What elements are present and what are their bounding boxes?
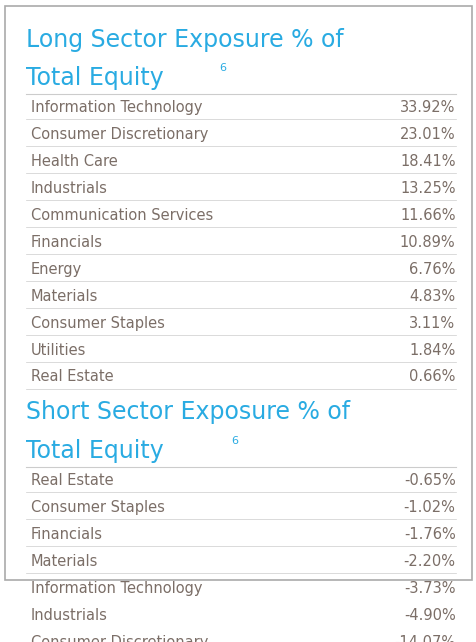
Text: Consumer Staples: Consumer Staples xyxy=(31,316,165,331)
Text: Industrials: Industrials xyxy=(31,608,108,623)
Text: Information Technology: Information Technology xyxy=(31,581,202,596)
Text: Total Equity: Total Equity xyxy=(26,439,164,463)
Text: Health Care: Health Care xyxy=(31,154,118,169)
Text: -3.73%: -3.73% xyxy=(403,581,455,596)
Text: 6: 6 xyxy=(219,63,226,73)
Text: 6: 6 xyxy=(231,435,238,446)
Text: Financials: Financials xyxy=(31,527,103,542)
Text: Energy: Energy xyxy=(31,262,82,277)
Text: Consumer Discretionary: Consumer Discretionary xyxy=(31,127,208,142)
Text: Consumer Staples: Consumer Staples xyxy=(31,500,165,515)
Text: Information Technology: Information Technology xyxy=(31,100,202,115)
Text: Real Estate: Real Estate xyxy=(31,473,113,488)
Text: Short Sector Exposure % of: Short Sector Exposure % of xyxy=(26,401,350,424)
Text: Industrials: Industrials xyxy=(31,181,108,196)
Text: Communication Services: Communication Services xyxy=(31,208,213,223)
Text: 6.76%: 6.76% xyxy=(408,262,455,277)
Text: 4.83%: 4.83% xyxy=(408,289,455,304)
Text: Financials: Financials xyxy=(31,235,103,250)
Text: 10.89%: 10.89% xyxy=(399,235,455,250)
Text: -0.65%: -0.65% xyxy=(403,473,455,488)
Text: -4.90%: -4.90% xyxy=(403,608,455,623)
Text: 18.41%: 18.41% xyxy=(399,154,455,169)
Text: 23.01%: 23.01% xyxy=(399,127,455,142)
Text: -2.20%: -2.20% xyxy=(403,554,455,569)
Text: Consumer Discretionary: Consumer Discretionary xyxy=(31,635,208,642)
Text: -14.07%: -14.07% xyxy=(394,635,455,642)
Text: Total Equity: Total Equity xyxy=(26,66,164,90)
Text: -1.02%: -1.02% xyxy=(403,500,455,515)
Text: Long Sector Exposure % of: Long Sector Exposure % of xyxy=(26,28,343,51)
Text: Materials: Materials xyxy=(31,554,98,569)
Text: Utilities: Utilities xyxy=(31,342,86,358)
FancyBboxPatch shape xyxy=(5,6,471,580)
Text: 33.92%: 33.92% xyxy=(399,100,455,115)
Text: 1.84%: 1.84% xyxy=(408,342,455,358)
Text: -1.76%: -1.76% xyxy=(403,527,455,542)
Text: Materials: Materials xyxy=(31,289,98,304)
Text: 3.11%: 3.11% xyxy=(408,316,455,331)
Text: 13.25%: 13.25% xyxy=(399,181,455,196)
Text: 11.66%: 11.66% xyxy=(399,208,455,223)
Text: 0.66%: 0.66% xyxy=(408,369,455,385)
Text: Real Estate: Real Estate xyxy=(31,369,113,385)
